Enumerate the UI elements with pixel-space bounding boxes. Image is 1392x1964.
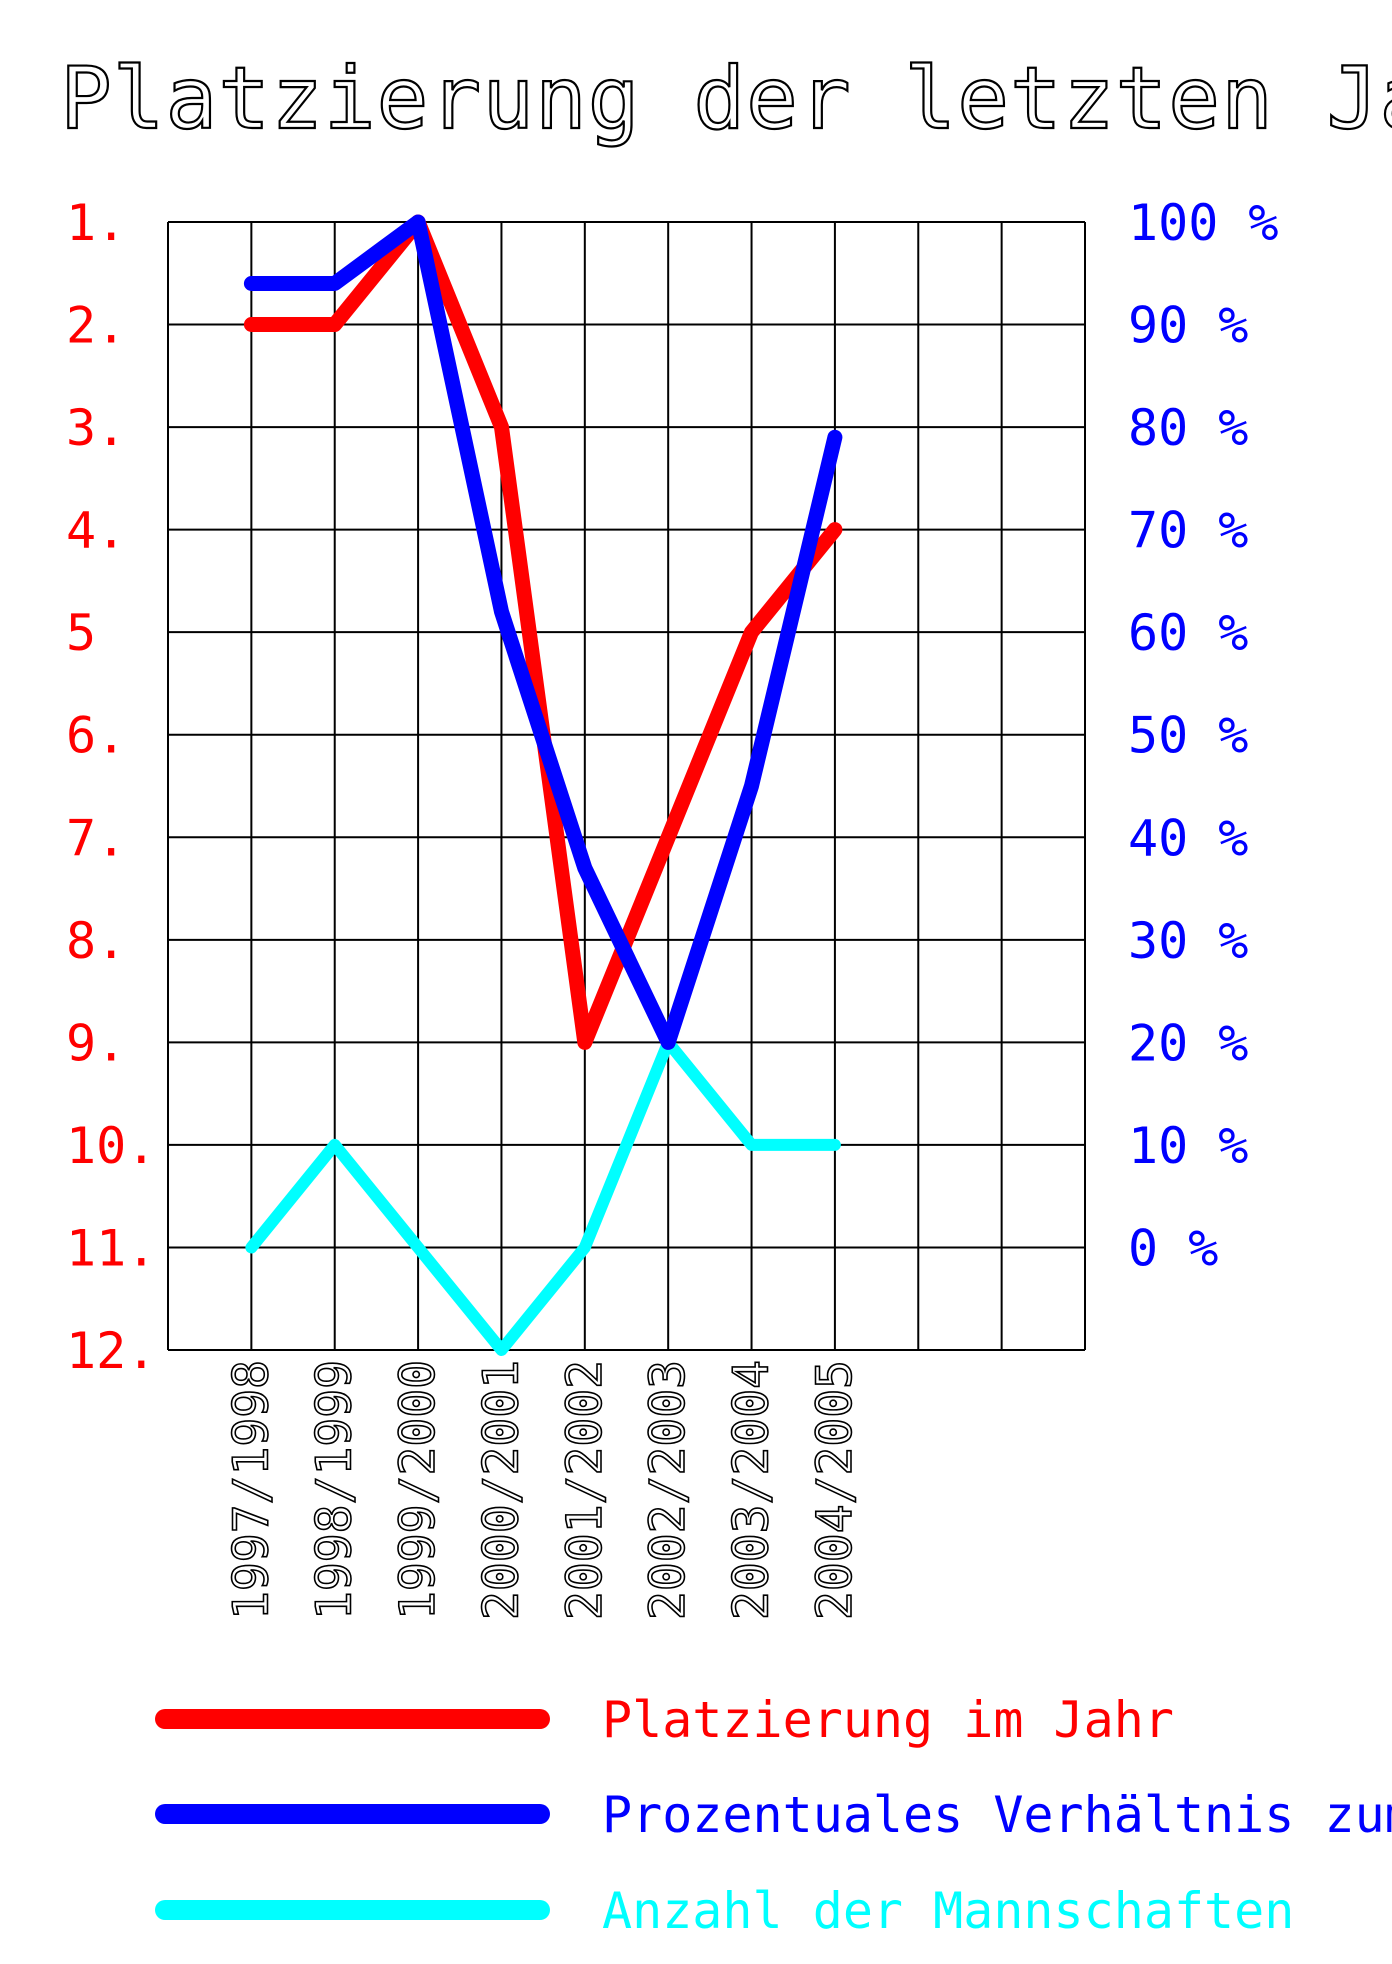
chart-title: Platzierung der letzten Jahre: [60, 49, 1392, 149]
left-axis-tick-label: 11.: [66, 1219, 156, 1277]
right-axis-tick-label: 90 %: [1128, 297, 1248, 355]
x-axis-tick-label: 2000/2001: [473, 1360, 529, 1620]
x-axis-tick-label: 2002/2003: [640, 1360, 696, 1620]
left-axis-tick-label: 12.: [66, 1322, 156, 1380]
left-axis-tick-label: 10.: [66, 1117, 156, 1175]
series-line-2: [243, 214, 843, 1050]
right-axis-ticks: 100 % 90 % 80 % 70 % 60 % 50 % 40 % 30 % 20 % 10 …: [1128, 194, 1279, 1277]
left-axis-tick-label: 1.: [66, 194, 126, 252]
series-line-3: [245, 1036, 841, 1356]
right-axis-tick-label: 80 %: [1128, 399, 1248, 457]
left-axis-tick-label: 9.: [66, 1014, 126, 1072]
right-axis-tick-label: 30 %: [1128, 912, 1248, 970]
legend-label: Prozentuales Verhältnis zum 1.: [602, 1786, 1392, 1844]
x-axis-tick-label: 1997/1998: [223, 1360, 279, 1620]
legend-label: Anzahl der Mannschaften: [602, 1882, 1294, 1940]
left-axis-tick-label: 4.: [66, 502, 126, 560]
x-axis-tick-label: 1998/1999: [307, 1360, 363, 1620]
right-axis-tick-label: 70 %: [1128, 502, 1248, 560]
left-axis-tick-label: 5: [66, 604, 96, 662]
right-axis-tick-label: 50 %: [1128, 707, 1248, 765]
right-axis-tick-label: 0 %: [1128, 1219, 1218, 1277]
x-axis-ticks: 1997/1998 1998/1999 1999/2000 2000/2001 2001…: [223, 1359, 864, 1621]
right-axis-tick-label: 10 %: [1128, 1117, 1248, 1175]
x-axis-tick-label: 2001/2002: [557, 1360, 613, 1620]
left-axis-tick-label: 6.: [66, 707, 126, 765]
series-lines: [243, 214, 843, 1356]
right-axis-tick-label: 40 %: [1128, 809, 1248, 867]
right-axis-tick-label: 100 %: [1128, 194, 1279, 252]
legend: Platzierung im Jahr Prozentuales Verhältn…: [155, 1691, 1392, 1940]
left-axis-tick-label: 7.: [66, 809, 126, 867]
chart-grid: [167, 221, 1086, 1351]
left-axis-tick-label: 3.: [66, 399, 126, 457]
right-axis-tick-label: 60 %: [1128, 604, 1248, 662]
left-axis-tick-label: 2.: [66, 297, 126, 355]
x-axis-tick-label: 2003/2004: [724, 1360, 780, 1620]
left-axis-ticks: 1. 2. 3. 4. 5 6. 7. 8. 9. 10. 11. 12.: [66, 194, 156, 1380]
x-axis-tick-label: 2004/2005: [807, 1360, 863, 1620]
left-axis-tick-label: 8.: [66, 912, 126, 970]
right-axis-tick-label: 20 %: [1128, 1014, 1248, 1072]
legend-label: Platzierung im Jahr: [602, 1691, 1174, 1749]
x-axis-tick-label: 1999/2000: [390, 1360, 446, 1620]
